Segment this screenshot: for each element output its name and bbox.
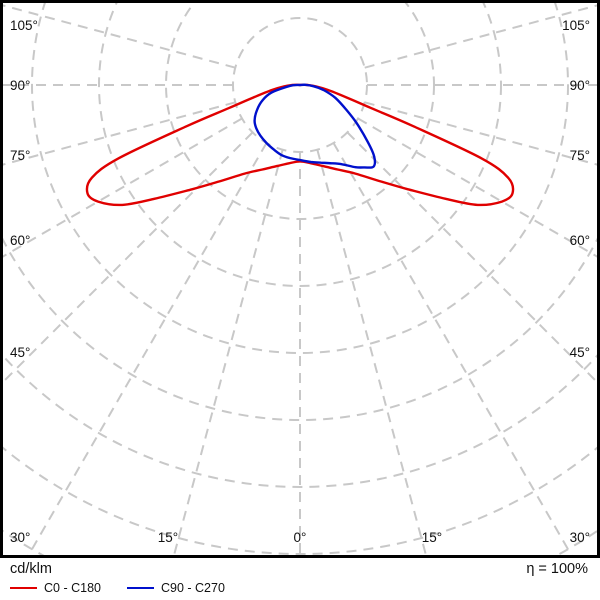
legend-item-c90-c270: C90 - C270 bbox=[126, 581, 225, 595]
grid-radial-line bbox=[3, 4, 236, 69]
grid-radial-line bbox=[27, 142, 268, 555]
efficiency-label: η = 100% bbox=[526, 561, 588, 577]
polar-chart: 105° 90° 75° 60° 45° 30° 105° 90° 75° 60° 45° 30° 15… bbox=[0, 0, 600, 558]
curve-c90-c270 bbox=[253, 83, 377, 169]
polar-plot-area: 105° 90° 75° 60° 45° 30° 105° 90° 75° 60° 45° 30° 15… bbox=[0, 0, 600, 558]
angle-label: 105° bbox=[10, 18, 38, 33]
grid-radial-line bbox=[173, 149, 284, 555]
grid-ring bbox=[3, 354, 597, 488]
grid-radial-line bbox=[346, 131, 597, 384]
angle-label: 45° bbox=[10, 345, 30, 360]
grid-radial-line bbox=[364, 4, 597, 69]
angle-label: 90° bbox=[570, 78, 590, 93]
legend-line-c90-c270 bbox=[126, 587, 154, 589]
curve-c0-c180 bbox=[85, 83, 515, 207]
grid-radial-line bbox=[3, 131, 254, 384]
grid-radial-line bbox=[364, 101, 597, 166]
polar-grid bbox=[3, 3, 597, 555]
grid-radial-line bbox=[357, 117, 597, 258]
angle-label: 60° bbox=[10, 233, 30, 248]
grid-ring bbox=[3, 446, 597, 555]
angle-label: 30° bbox=[10, 530, 30, 545]
legend-label: C90 - C270 bbox=[160, 581, 225, 595]
legend-bar: cd/klm η = 100% C0 - C180 C90 - C270 bbox=[0, 558, 600, 600]
grid-radial-line bbox=[332, 142, 573, 555]
angle-label: 45° bbox=[570, 345, 590, 360]
grid-ring bbox=[165, 3, 435, 220]
angle-label: 75° bbox=[570, 148, 590, 163]
grid-radial-line bbox=[316, 149, 427, 555]
angle-label: 30° bbox=[570, 530, 590, 545]
grid-ring bbox=[31, 3, 569, 354]
angle-label: 90° bbox=[10, 78, 30, 93]
angle-label: 15° bbox=[422, 530, 442, 545]
angle-label: 60° bbox=[570, 233, 590, 248]
footer-top-row: cd/klm η = 100% bbox=[10, 561, 588, 577]
plot-border bbox=[0, 0, 600, 558]
legend-line-c0-c180 bbox=[10, 587, 37, 589]
angle-label: 75° bbox=[10, 148, 30, 163]
angle-label: 15° bbox=[158, 530, 178, 545]
legend: C0 - C180 C90 - C270 bbox=[10, 581, 588, 595]
unit-label: cd/klm bbox=[10, 561, 52, 577]
legend-item-c0-c180: C0 - C180 bbox=[10, 581, 101, 595]
grid-ring bbox=[98, 3, 502, 287]
legend-label: C0 - C180 bbox=[44, 581, 101, 595]
grid-radial-line bbox=[3, 101, 236, 166]
angle-label: 0° bbox=[294, 530, 307, 545]
angle-label: 105° bbox=[562, 18, 590, 33]
